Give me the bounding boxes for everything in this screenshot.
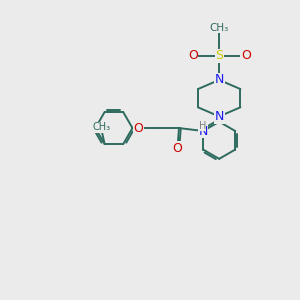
Text: O: O (188, 49, 198, 62)
Text: N: N (214, 110, 224, 123)
Text: O: O (241, 49, 250, 62)
Text: N: N (214, 74, 224, 86)
Text: H: H (199, 121, 206, 131)
Text: S: S (215, 49, 223, 62)
Text: CH₃: CH₃ (210, 23, 229, 33)
Text: O: O (172, 142, 182, 154)
Text: CH₃: CH₃ (93, 122, 111, 132)
Text: N: N (198, 124, 208, 137)
Text: O: O (134, 122, 143, 135)
